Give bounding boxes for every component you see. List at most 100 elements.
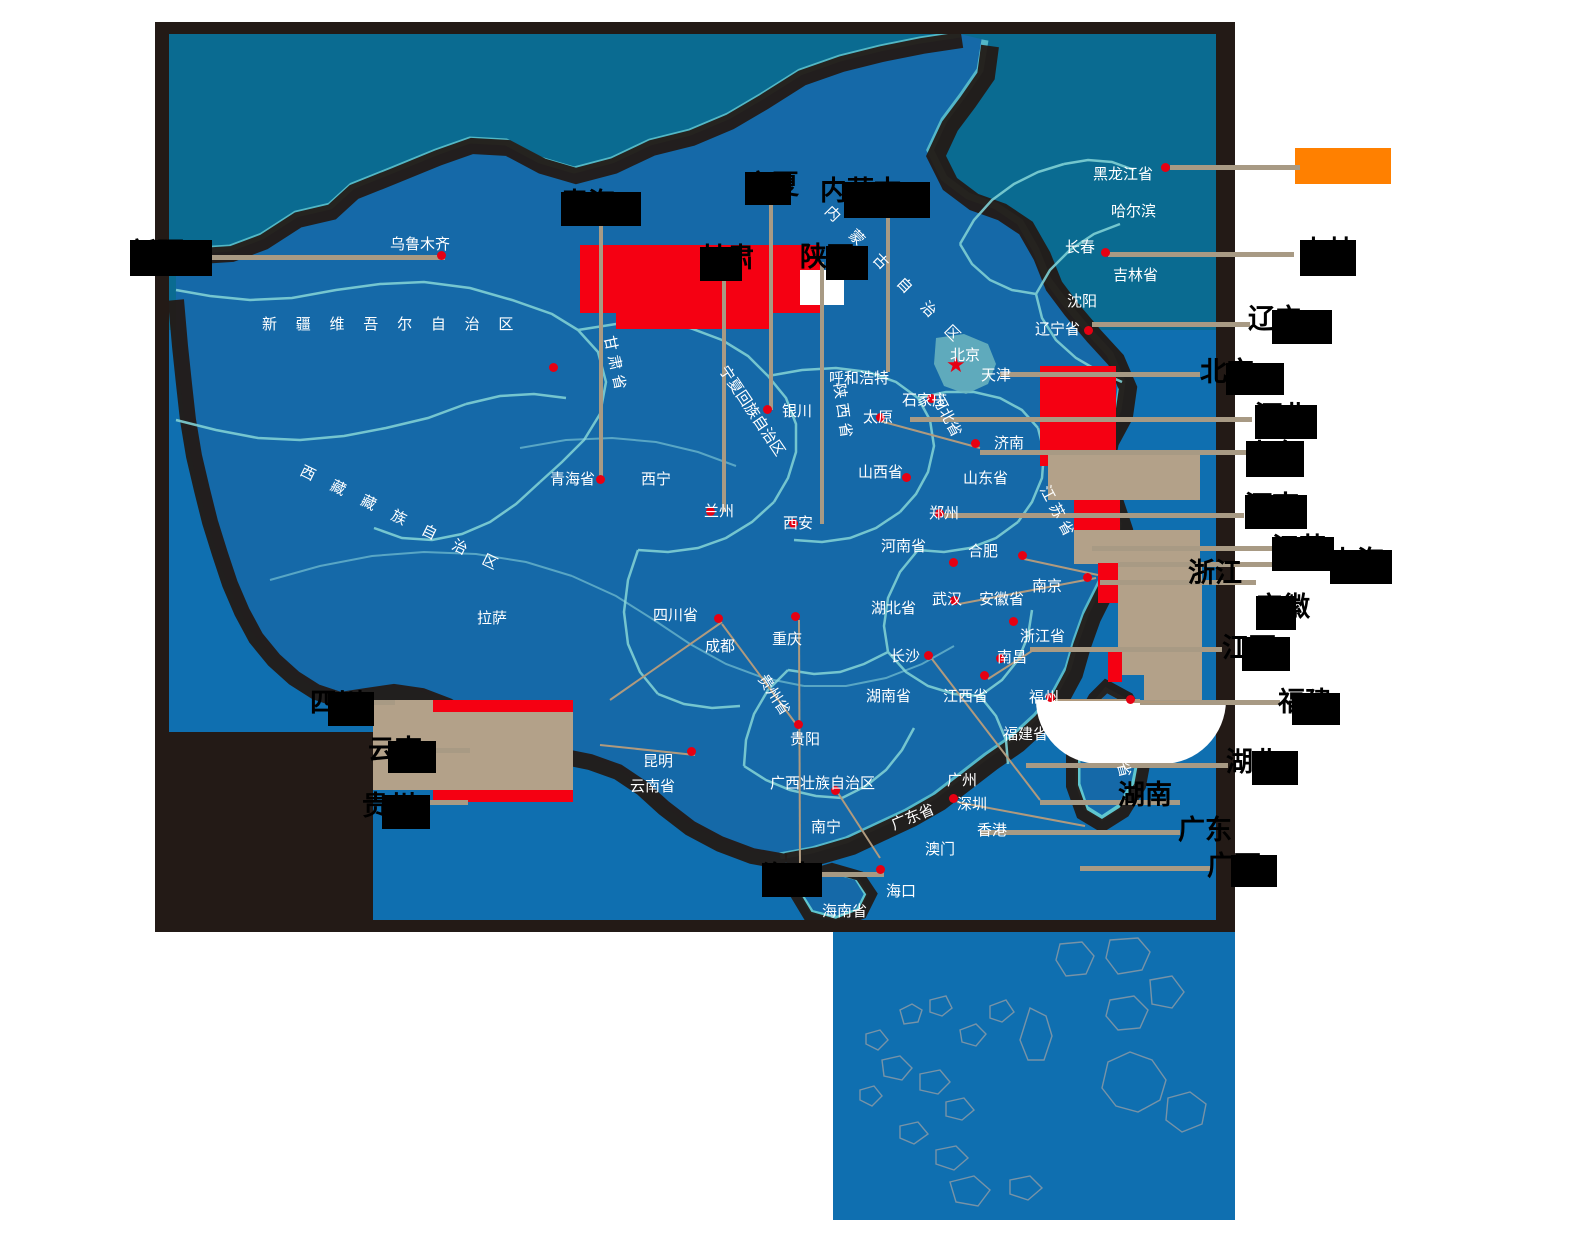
callout-henan[interactable]: 河南 (1245, 493, 1307, 529)
callout-hainan-redaction (762, 863, 822, 897)
callout-shandong-redaction (1246, 441, 1304, 477)
highlight-red-yunnan-bot (433, 790, 573, 802)
callout-hainan[interactable]: 海南 (762, 863, 822, 897)
callout-shandong[interactable]: 山东 (1246, 441, 1304, 477)
city-dot (876, 865, 885, 874)
city-dot (791, 612, 800, 621)
callout-gansu[interactable]: 甘肃 (700, 245, 754, 281)
callout-zhejiang[interactable]: 浙江 (1188, 560, 1242, 587)
city-dot (549, 363, 558, 372)
leader-guizhou (418, 800, 468, 805)
shenzhen-city: 深圳 (957, 795, 988, 813)
shanxi-province: 山西省 (858, 463, 904, 481)
lhasa-city: 拉萨 (477, 609, 508, 627)
callout-guangxi[interactable]: 广西 (1207, 853, 1277, 887)
callout-liaoning-redaction (1272, 310, 1332, 344)
callout-anhui[interactable]: 安徽 (1256, 594, 1310, 630)
callout-beijing[interactable]: 北京 (1200, 359, 1284, 395)
callout-jiangsu[interactable]: 江苏 (1272, 535, 1334, 571)
leader-yunnan (420, 748, 470, 753)
city-dot (687, 747, 696, 756)
leader-guangdong (980, 830, 1180, 835)
liaoning-province: 辽宁省 (1035, 320, 1081, 338)
callout-guangdong-text: 广东 (1178, 815, 1232, 846)
highlight-white-taiwan (1036, 700, 1226, 764)
callout-jilin[interactable]: 吉林 (1300, 238, 1356, 276)
chengdu-city: 成都 (705, 637, 736, 655)
callout-hebei-redaction (1255, 405, 1317, 439)
callout-shanghai-redaction (1330, 550, 1392, 584)
callout-gansu-redaction (700, 247, 742, 281)
hubei-province: 湖北省 (871, 599, 917, 617)
wuhan-city: 武汉 (932, 590, 963, 608)
leader-xinjiang (190, 255, 445, 260)
guiyang-city: 贵阳 (790, 730, 821, 748)
callout-jilin-redaction (1300, 240, 1356, 276)
city-dot (1101, 248, 1110, 257)
harbin-city: 哈尔滨 (1111, 202, 1157, 220)
leader-jiangsu (1092, 546, 1272, 551)
city-dot (1084, 326, 1093, 335)
beijing-capital-star: ★ (946, 353, 966, 378)
jinan-city: 济南 (994, 434, 1025, 452)
callout-yunnan[interactable]: 云南 (368, 737, 436, 773)
anhui-province: 安徽省 (979, 590, 1025, 608)
leader-fujian (1140, 700, 1280, 705)
callout-fujian[interactable]: 福建 (1278, 689, 1340, 725)
city-dot (831, 786, 840, 795)
leader-beijing (1000, 372, 1200, 377)
south-china-sea-panel (833, 932, 1235, 1220)
nanning-city: 南宁 (811, 818, 842, 836)
callout-hubei[interactable]: 湖北 (1226, 749, 1298, 785)
highlight-tan-shandong (1048, 455, 1200, 500)
callout-shaanxi[interactable]: 陕西 (800, 244, 868, 280)
leader-gansu-stem (722, 262, 726, 512)
callout-orange-box[interactable] (1295, 148, 1391, 184)
leader-liaoning (1092, 322, 1250, 327)
callout-shanghai[interactable]: 上海 (1330, 548, 1392, 584)
callout-sichuan-redaction (328, 692, 374, 726)
callout-ningxia[interactable]: 宁夏 (745, 172, 799, 205)
leader-hubei (1026, 763, 1228, 768)
nanchang-city: 南昌 (997, 648, 1028, 666)
callout-jiangsu-redaction (1272, 537, 1334, 571)
city-dot (949, 558, 958, 567)
callout-fujian-redaction (1292, 693, 1340, 725)
yinchuan-city: 银川 (782, 402, 813, 420)
callout-guizhou-redaction (382, 795, 430, 829)
city-dot (902, 473, 911, 482)
leader-hebei (910, 417, 1252, 422)
callout-guangdong[interactable]: 广东 (1178, 817, 1232, 844)
henan-province: 河南省 (881, 537, 927, 555)
city-dot (950, 596, 959, 605)
chongqing-city: 重庆 (772, 630, 803, 648)
callout-neimenggu[interactable]: 内蒙古 (820, 178, 930, 218)
callout-hunan[interactable]: 湖南 (1118, 782, 1172, 809)
callout-zhejiang-text: 浙江 (1188, 558, 1242, 589)
leader-ningxia-stem (769, 190, 773, 410)
city-dot (1161, 163, 1170, 172)
callout-liaoning[interactable]: 辽宁 (1248, 306, 1332, 344)
zhengzhou-city: 郑州 (929, 504, 960, 522)
callout-jiangxi[interactable]: 江西 (1222, 635, 1290, 671)
callout-qinghai[interactable]: 青海 (561, 190, 641, 226)
changchun-city: 长春 (1065, 238, 1096, 256)
city-dot (437, 251, 446, 260)
callout-xinjiang[interactable]: 新疆 (130, 240, 212, 276)
city-dot (927, 394, 936, 403)
city-dot (1018, 551, 1027, 560)
leader-anhui (1100, 580, 1256, 585)
callout-hebei[interactable]: 河北 (1255, 403, 1317, 439)
city-dot (935, 509, 944, 518)
city-dot (714, 614, 723, 623)
callout-sichuan[interactable]: 四川 (310, 690, 374, 726)
macau-city: 澳门 (925, 840, 956, 858)
lanzhou-city: 兰州 (704, 502, 735, 520)
leader-qinghai-stem (599, 206, 603, 478)
leader-hunan (1040, 800, 1180, 805)
callout-guizhou[interactable]: 贵州 (362, 793, 430, 829)
callout-yunnan-redaction (388, 741, 436, 773)
changsha-city: 长沙 (890, 647, 921, 665)
redaction-block-southwest (155, 732, 373, 932)
